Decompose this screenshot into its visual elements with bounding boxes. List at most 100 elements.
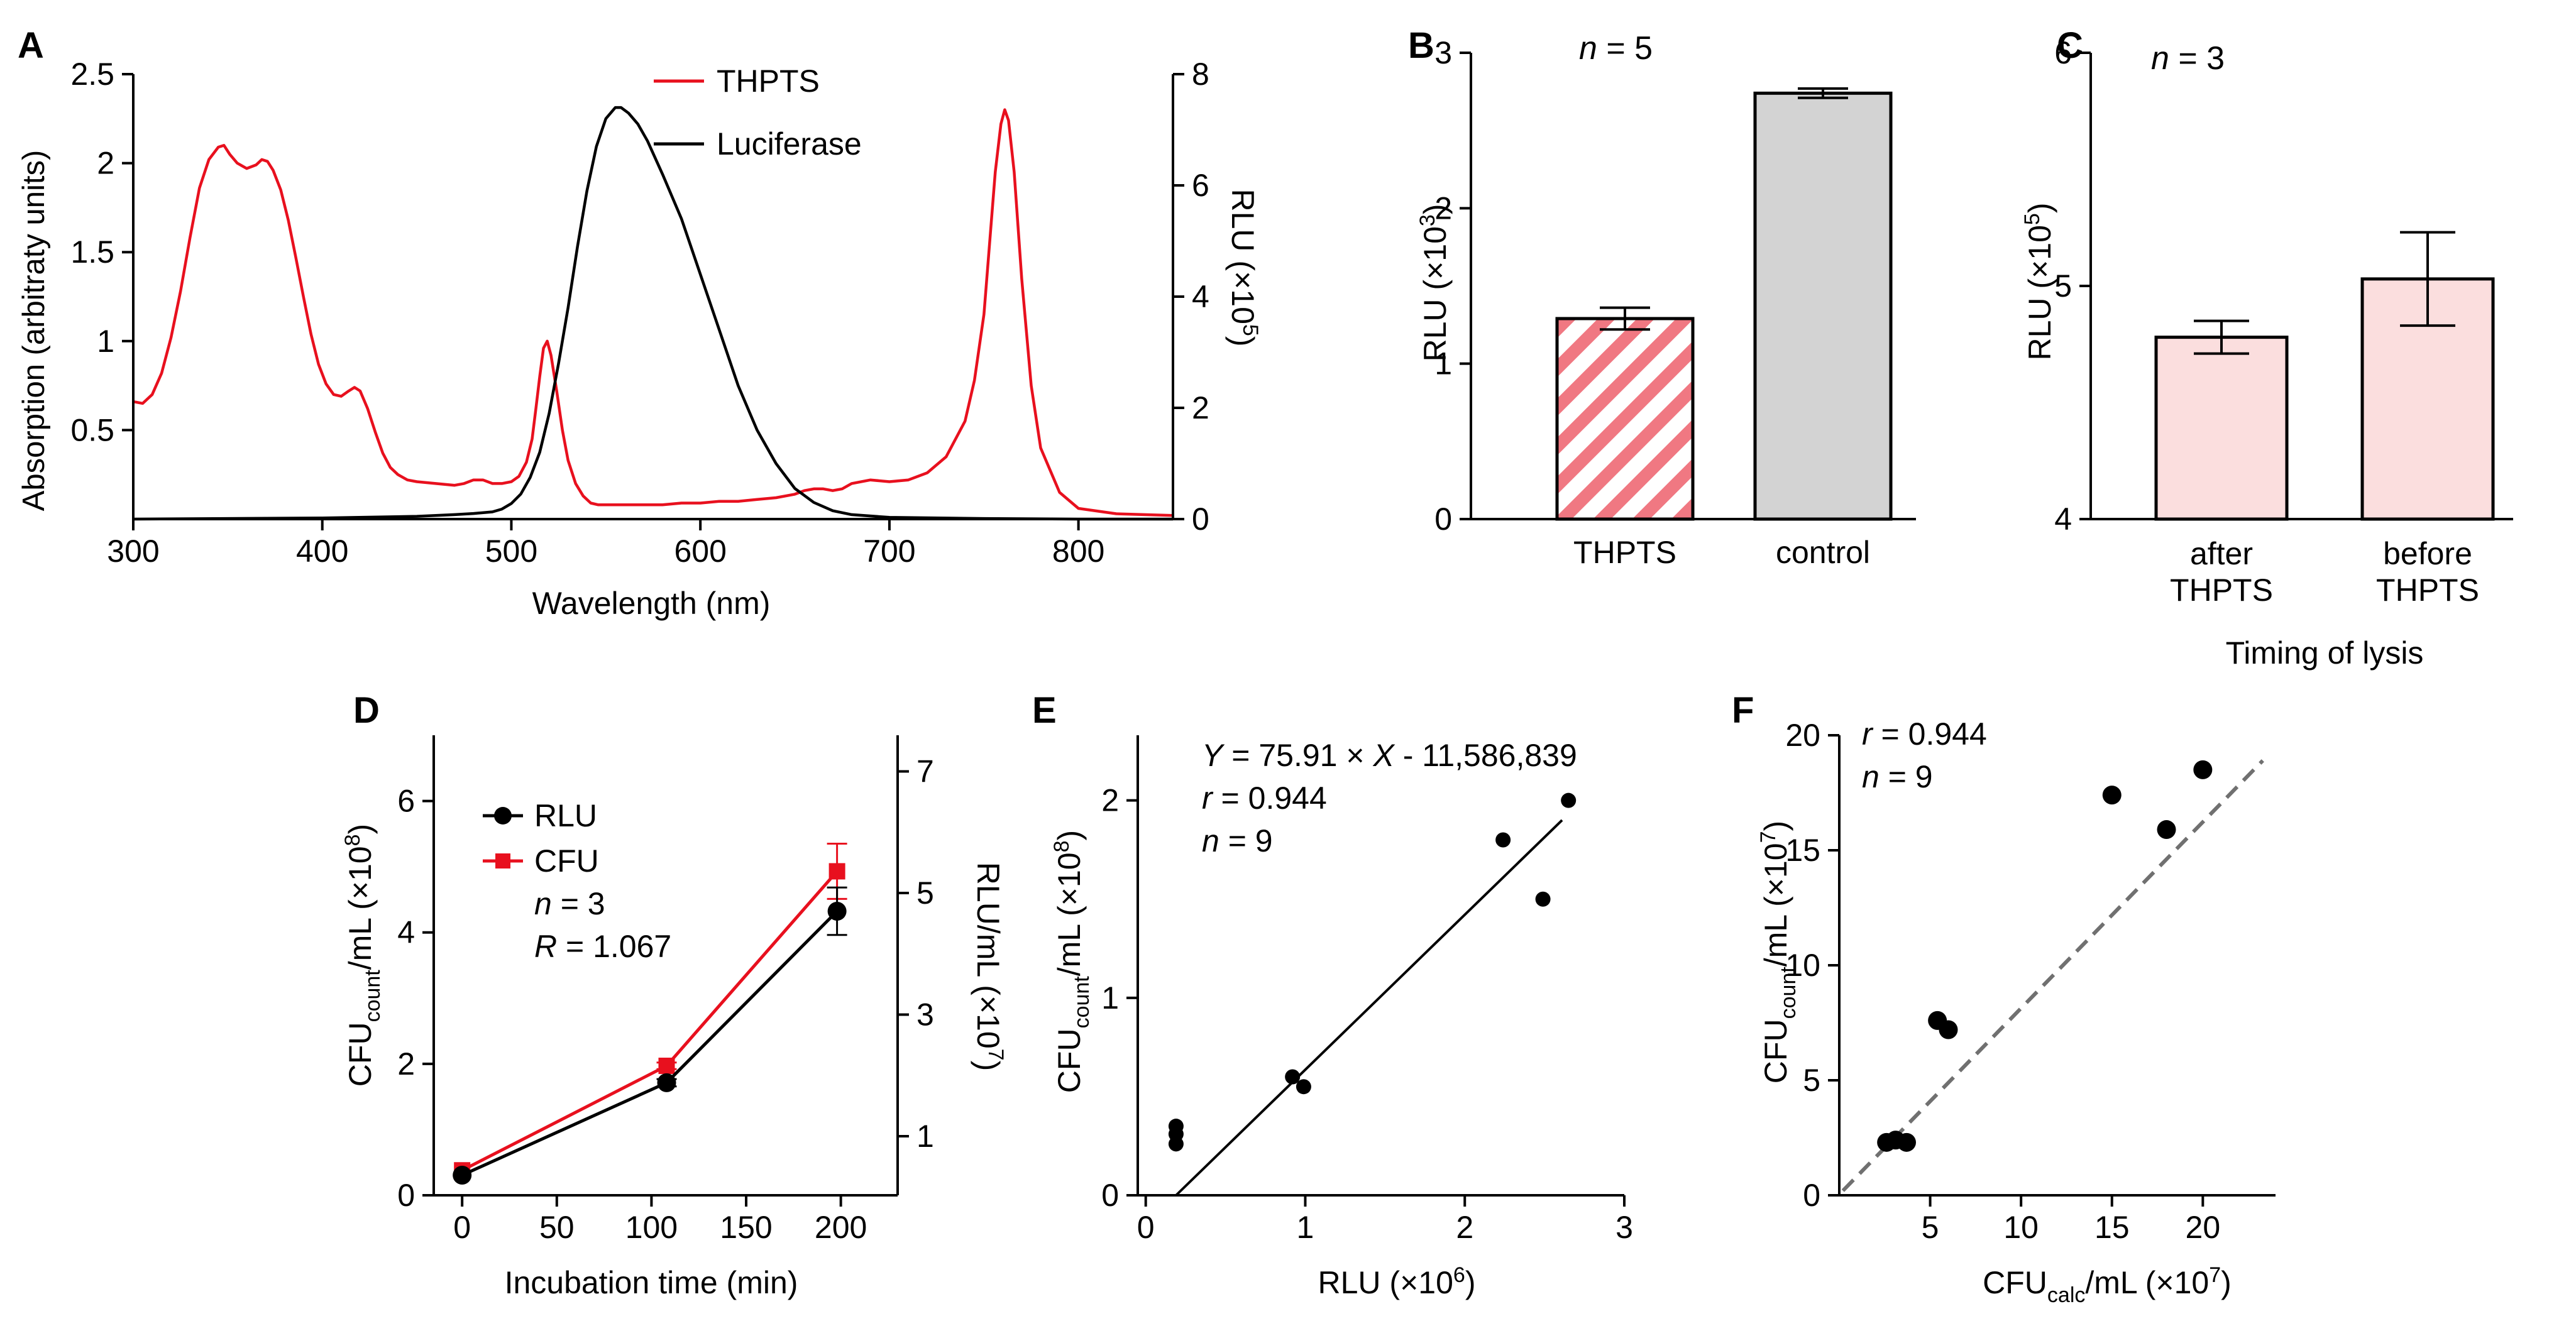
panel-c-x-label: Timing of lysis <box>2226 635 2424 671</box>
d-y2-tick-label: 5 <box>916 875 934 911</box>
f-data-point <box>2157 820 2176 840</box>
panel-e-x-label: RLU (×106) <box>1318 1263 1476 1300</box>
f-y-tick-label: 10 <box>1785 948 1820 983</box>
panel-b-n-var: n <box>1579 30 1597 67</box>
panel-b-y-label-close: ) <box>1417 204 1453 215</box>
panel-c-y-label-main: RLU (×10 <box>2022 225 2057 360</box>
e-data-point <box>1168 1119 1184 1134</box>
f-x-tick-label: 5 <box>1922 1210 1939 1245</box>
panel-d-r-stat: R = 1.067 <box>534 929 671 964</box>
a-y2-tick-label: 4 <box>1192 279 1209 314</box>
panel-d-axes <box>432 735 899 1197</box>
e-x-tick-label: 3 <box>1616 1210 1633 1245</box>
panel-d-n-var: n <box>534 886 552 921</box>
f-y-tick-label: 5 <box>1803 1063 1820 1098</box>
a-y2-tick-label: 0 <box>1192 501 1209 537</box>
panel-f-x-label-mid: /mL (×10 <box>2085 1265 2209 1300</box>
panel-c-y-ticks: 4 5 6 <box>2054 35 2091 537</box>
b-y-tick-label: 1 <box>1434 346 1452 381</box>
b-bar-control <box>1753 91 1893 521</box>
panel-f-x-label: CFUcalc/mL (×107) <box>1983 1263 2232 1307</box>
e-data-point <box>1561 792 1577 808</box>
panel-a-thpts-series <box>133 108 1174 517</box>
panel-e-axes <box>1137 735 1624 1197</box>
panel-letter-b: B <box>1408 25 1434 66</box>
panel-e-chart: 0 1 2 3 0 1 2 Y = 75.91 × X - 11,586,839 r = … <box>1050 735 1633 1300</box>
a-x-tick-label: 300 <box>107 534 159 569</box>
panel-c-y-label: RLU (×105) <box>2020 203 2057 361</box>
panel-a-y-label: Absorption (arbitraty units) <box>17 150 51 512</box>
b-y-tick-label: 3 <box>1434 35 1452 70</box>
panel-c-n-annotation: n = 3 <box>2151 40 2225 77</box>
panel-e-eq-x: X <box>1372 738 1395 773</box>
panel-a-y-ticks: 0.5 1 1.5 2 2.5 <box>70 57 133 447</box>
f-y-tick-label: 20 <box>1785 718 1820 753</box>
panel-f-points <box>1877 760 2213 1152</box>
panel-e-eq-mid: = 75.91 × <box>1223 738 1373 773</box>
panel-d-legend: RLU CFU n = 3 R = 1.067 <box>483 798 671 964</box>
c-bar-after <box>2154 336 2289 521</box>
f-x-tick-label: 15 <box>2094 1210 2130 1245</box>
panel-a-luciferase-series <box>133 106 1173 521</box>
panel-b-n-annotation: n = 5 <box>1579 30 1653 67</box>
legend-rlu-label: RLU <box>534 798 597 833</box>
e-data-point <box>1535 891 1551 907</box>
panel-d-series <box>453 843 847 1185</box>
panel-d-y2-ticks: 1 3 5 7 <box>898 753 934 1154</box>
panel-e-y-label-main: CFU <box>1052 1028 1087 1093</box>
panel-d-y2-label-main: RLU/mL (×10 <box>971 862 1006 1049</box>
a-y2-tick-label: 8 <box>1192 57 1209 92</box>
a-x-tick-label: 500 <box>485 534 537 569</box>
d-y-tick-label: 6 <box>397 784 415 819</box>
panel-a-axes <box>132 74 1174 520</box>
panel-e-y-ticks: 0 1 2 <box>1101 783 1138 1213</box>
panel-b-y-ticks: 0 1 2 3 <box>1434 35 1471 537</box>
panel-a-y2-ticks: 0 2 4 6 8 <box>1173 57 1209 537</box>
panel-e-r-var: r <box>1202 781 1214 816</box>
d-rlu-point <box>453 1165 472 1185</box>
panel-e-y-label-sub: count <box>1070 976 1094 1029</box>
panel-d-y-label-mid: /mL (×10 <box>343 846 378 970</box>
panel-b-y-label-sup: 3 <box>1416 214 1439 226</box>
panel-d-x-label: Incubation time (min) <box>505 1265 798 1300</box>
panel-e-y-label-close: ) <box>1052 830 1087 841</box>
b-y-tick-label: 0 <box>1434 501 1452 537</box>
e-data-point <box>1285 1069 1301 1085</box>
panel-c-n-var: n <box>2151 40 2169 77</box>
a-x-tick-label: 400 <box>296 534 348 569</box>
panel-e-r-stat: r = 0.944 <box>1202 781 1327 816</box>
panel-e-x-label-main: RLU (×10 <box>1318 1265 1453 1300</box>
d-y-tick-label: 0 <box>397 1178 415 1213</box>
panel-d-y-label-sup: 8 <box>341 834 365 846</box>
c-x-tick-label-line2: THPTS <box>2376 573 2479 608</box>
legend-thpts-label: THPTS <box>717 63 820 99</box>
panel-f-y-label-sup: 7 <box>1756 831 1780 843</box>
panel-e-y-label-mid: /mL (×10 <box>1052 852 1087 976</box>
panel-f-y-label-mid: /mL (×10 <box>1758 843 1793 967</box>
panel-b-n-value: = 5 <box>1597 30 1653 67</box>
panel-d-y-label-sub: count <box>361 970 385 1022</box>
panel-f-y-label-close: ) <box>1758 821 1793 831</box>
panel-d-r-var: R <box>534 929 557 964</box>
panel-d-x-ticks: 0 50 100 150 200 <box>453 1195 867 1245</box>
panel-a-x-label: Wavelength (nm) <box>532 586 771 621</box>
d-cfu-point <box>658 1057 675 1074</box>
legend-rlu-marker <box>494 807 512 825</box>
panel-f-r-stat: r = 0.944 <box>1862 716 1987 752</box>
panel-e-y-label: CFUcount/mL (×108) <box>1050 830 1094 1093</box>
panel-d-y-label: CFUcount/mL (×108) <box>341 824 385 1087</box>
f-data-point <box>1939 1020 1958 1039</box>
panel-b-bars: THPTS control <box>1555 87 1893 570</box>
panel-f-n-value: = 9 <box>1880 759 1933 794</box>
panel-d-r-value: = 1.067 <box>557 929 671 964</box>
panel-f-x-ticks: 5 10 15 20 <box>1922 1195 2220 1245</box>
d-x-tick-label: 100 <box>625 1210 678 1245</box>
d-x-tick-label: 50 <box>539 1210 575 1245</box>
c-x-tick-label-line1: after <box>2190 536 2253 571</box>
e-data-point <box>1495 832 1511 848</box>
